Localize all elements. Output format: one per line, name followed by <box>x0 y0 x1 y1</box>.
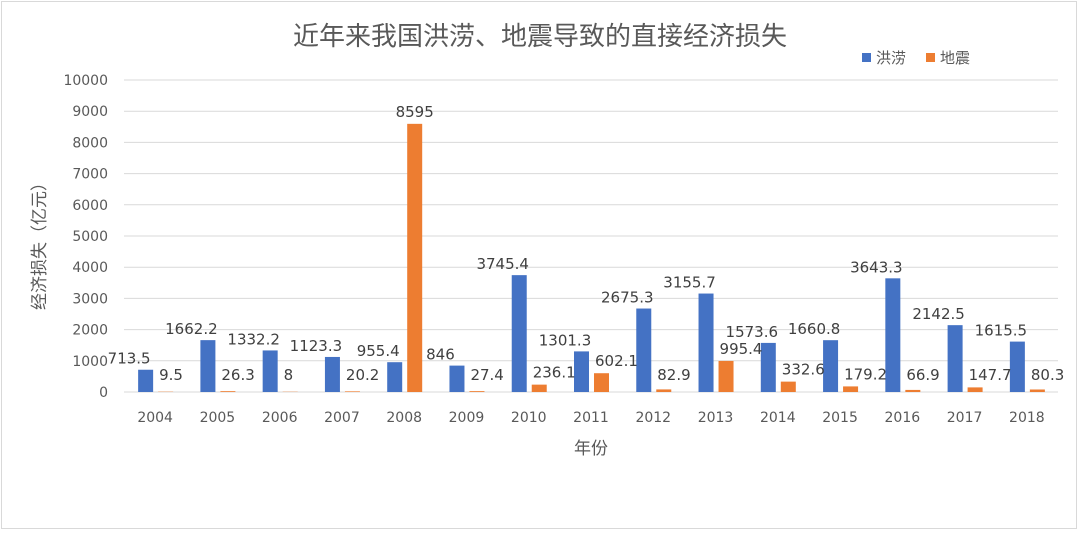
bar-flood-2009 <box>449 366 464 392</box>
bar-quake-2014 <box>781 382 796 392</box>
x-tick-label: 2009 <box>449 410 485 426</box>
x-tick-label: 2005 <box>200 410 236 426</box>
data-label-flood-2008: 955.4 <box>357 342 400 360</box>
data-label-quake-2018: 80.3 <box>1031 366 1064 384</box>
bar-quake-2011 <box>594 373 609 392</box>
data-label-flood-2013: 3155.7 <box>663 274 716 292</box>
bar-quake-2008 <box>407 124 422 392</box>
bar-quake-2018 <box>1030 389 1045 392</box>
data-label-flood-2011: 1301.3 <box>539 331 592 349</box>
chart-title: 近年来我国洪涝、地震导致的直接经济损失 <box>293 22 787 52</box>
bar-quake-2012 <box>656 389 671 392</box>
bars <box>138 124 1045 392</box>
bar-flood-2017 <box>948 325 963 392</box>
data-label-quake-2010: 236.1 <box>533 364 576 382</box>
x-tick-label: 2018 <box>1009 410 1045 426</box>
x-tick-label: 2010 <box>511 410 547 426</box>
bar-flood-2018 <box>1010 342 1025 392</box>
y-tick-label: 10000 <box>63 73 108 89</box>
x-tick-label: 2011 <box>573 410 609 426</box>
x-tick-label: 2012 <box>635 410 671 426</box>
data-label-flood-2004: 713.5 <box>108 350 151 368</box>
x-tick-label: 2004 <box>137 410 173 426</box>
data-label-flood-2006: 1332.2 <box>227 330 280 348</box>
data-label-flood-2016: 3643.3 <box>850 258 903 276</box>
bar-flood-2012 <box>636 309 651 392</box>
bar-flood-2013 <box>699 294 714 392</box>
y-tick-label: 0 <box>99 385 108 401</box>
data-label-quake-2004: 9.5 <box>159 366 183 384</box>
x-tick-label: 2006 <box>262 410 298 426</box>
y-tick-label: 1000 <box>72 354 108 370</box>
bar-flood-2016 <box>885 278 900 392</box>
bar-flood-2005 <box>200 340 215 392</box>
data-label-quake-2008: 8595 <box>396 103 434 121</box>
data-label-quake-2015: 179.2 <box>844 365 887 383</box>
x-tick-label: 2013 <box>698 410 734 426</box>
data-label-quake-2005: 26.3 <box>221 366 254 384</box>
legend-swatch-quake <box>926 53 935 62</box>
y-tick-label: 8000 <box>72 135 108 151</box>
bar-quake-2010 <box>532 385 547 392</box>
bar-flood-2010 <box>512 275 527 392</box>
bar-flood-2006 <box>263 350 278 392</box>
y-tick-label: 5000 <box>72 229 108 245</box>
data-label-quake-2013: 995.4 <box>720 340 763 358</box>
y-tick-label: 9000 <box>72 104 108 120</box>
data-label-flood-2018: 1615.5 <box>975 322 1028 340</box>
bar-quake-2016 <box>905 390 920 392</box>
data-label-quake-2006: 8 <box>284 366 294 384</box>
bar-flood-2015 <box>823 340 838 392</box>
data-labels: 713.5 9.5 1662.2 26.3 1332.28 1123.320.2 955.4… <box>108 103 1065 384</box>
data-label-flood-2014: 1573.6 <box>726 323 779 341</box>
data-label-quake-2011: 602.1 <box>595 352 638 370</box>
bar-flood-2011 <box>574 351 589 392</box>
bar-quake-2005 <box>220 391 235 392</box>
y-tick-label: 7000 <box>72 167 108 183</box>
y-tick-label: 4000 <box>72 260 108 276</box>
x-tick-label: 2016 <box>885 410 921 426</box>
data-label-flood-2005: 1662.2 <box>165 320 218 338</box>
data-label-flood-2010: 3745.4 <box>476 255 529 273</box>
legend-label-quake: 地震 <box>940 49 970 67</box>
bar-quake-2013 <box>719 361 734 392</box>
x-tick-label: 2008 <box>386 410 422 426</box>
bar-flood-2008 <box>387 362 402 392</box>
data-label-quake-2007: 20.2 <box>346 366 379 384</box>
x-axis-title: 年份 <box>574 439 608 459</box>
legend-label-flood: 洪涝 <box>876 49 906 67</box>
y-tick-label: 3000 <box>72 291 108 307</box>
data-label-flood-2012: 2675.3 <box>601 289 654 307</box>
y-tick-label: 2000 <box>72 323 108 339</box>
data-label-quake-2016: 66.9 <box>906 366 939 384</box>
bar-quake-2009 <box>469 391 484 392</box>
bar-quake-2015 <box>843 386 858 392</box>
bar-flood-2014 <box>761 343 776 392</box>
data-label-quake-2012: 82.9 <box>657 366 690 384</box>
bar-flood-2004 <box>138 370 153 392</box>
data-label-flood-2007: 1123.3 <box>290 337 343 355</box>
data-label-flood-2015: 1660.8 <box>788 320 841 338</box>
x-axis-ticks: 2004 2005 2006 2007 2008 2009 2010 2011 2012 2013… <box>137 410 1044 426</box>
y-axis-ticks: 0 1000 2000 3000 4000 5000 6000 7000 8000 9000 100… <box>63 73 108 401</box>
x-tick-label: 2017 <box>947 410 983 426</box>
x-tick-label: 2014 <box>760 410 796 426</box>
bar-flood-2007 <box>325 357 340 392</box>
y-axis-title: 经济损失（亿元） <box>30 174 50 310</box>
legend: 洪涝 地震 <box>862 49 970 67</box>
bar-quake-2007 <box>345 391 360 392</box>
data-label-flood-2017: 2142.5 <box>912 305 965 323</box>
x-tick-label: 2015 <box>822 410 858 426</box>
data-label-quake-2014: 332.6 <box>782 361 825 379</box>
data-label-flood-2009: 846 <box>426 346 455 364</box>
legend-swatch-flood <box>862 53 871 62</box>
x-tick-label: 2007 <box>324 410 360 426</box>
data-label-quake-2017: 147.7 <box>969 366 1012 384</box>
bar-quake-2017 <box>968 387 983 392</box>
data-label-quake-2009: 27.4 <box>470 366 503 384</box>
y-tick-label: 6000 <box>72 198 108 214</box>
